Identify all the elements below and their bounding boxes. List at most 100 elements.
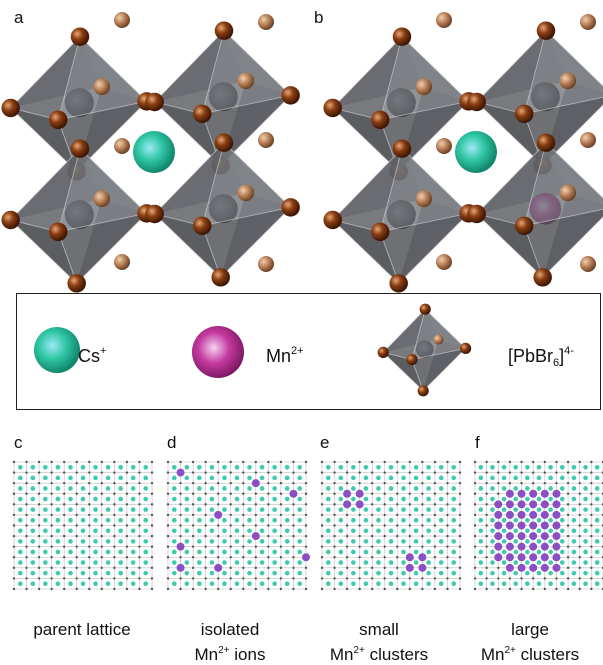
lattice-cs	[93, 475, 98, 481]
br-ion	[48, 222, 68, 242]
lattice-node	[433, 545, 437, 548]
lattice-node	[254, 587, 258, 591]
lattice-cs	[259, 475, 265, 481]
lattice-node	[320, 460, 324, 464]
lattice-node	[358, 556, 361, 559]
lattice-node	[229, 556, 232, 559]
lattice-node	[113, 534, 116, 538]
lattice-node	[292, 534, 295, 538]
lattice-cs	[548, 464, 553, 470]
br-ion	[93, 78, 111, 96]
lattice-cs	[451, 475, 457, 481]
lattice-cs	[388, 539, 394, 544]
lattice-mn	[517, 563, 526, 572]
lattice-node	[345, 460, 349, 464]
lattice-cs	[17, 496, 23, 502]
lattice-cs	[351, 560, 356, 565]
lattice-node	[191, 481, 195, 485]
lattice-node	[590, 545, 593, 548]
lattice-cs	[68, 570, 73, 576]
lattice-node	[485, 577, 488, 580]
caption-e: small Mn2+ clusters	[329, 620, 429, 664]
br-ion	[145, 92, 164, 112]
lattice-cs	[297, 496, 303, 502]
lattice-cs	[413, 570, 419, 576]
lattice-cs	[68, 528, 73, 534]
lattice-node	[292, 503, 295, 506]
caption-c: parent lattice	[33, 620, 131, 639]
lattice-cs	[426, 507, 431, 512]
lattice-cs	[351, 475, 356, 481]
lattice-cs	[284, 549, 290, 555]
lattice-node	[520, 587, 523, 591]
lattice-cs	[284, 570, 290, 576]
lattice-node	[166, 524, 170, 527]
lattice-mn	[540, 532, 549, 541]
lattice-cs	[43, 581, 48, 587]
lattice-cs	[17, 486, 23, 491]
lattice-node	[138, 534, 141, 538]
lattice-cs	[426, 570, 431, 576]
lattice-cs	[338, 549, 344, 555]
lattice-node	[229, 460, 232, 464]
lattice-node	[578, 513, 581, 517]
lattice-cs	[413, 507, 419, 512]
lattice-cs	[536, 528, 542, 534]
lattice-cs	[297, 517, 303, 523]
lattice-node	[166, 566, 170, 570]
lattice-node	[446, 545, 449, 548]
lattice-node	[229, 471, 232, 474]
lattice-node	[566, 460, 570, 464]
br-ion	[377, 346, 389, 358]
lattice-cs	[171, 539, 177, 544]
lattice-cs	[105, 549, 111, 555]
lattice-node	[345, 577, 349, 580]
lattice-node	[12, 587, 16, 591]
lattice-node	[396, 524, 399, 527]
lattice-cs	[171, 475, 177, 481]
lattice-cs	[501, 570, 507, 576]
lattice-cs	[325, 539, 331, 544]
lattice-cs	[247, 475, 252, 481]
lattice-cs	[571, 581, 577, 587]
lattice-cs	[413, 475, 419, 481]
lattice-cs	[338, 570, 344, 576]
lattice-cs	[363, 475, 369, 481]
lattice-node	[50, 587, 53, 591]
lattice-node	[485, 587, 488, 591]
lattice-node	[543, 577, 547, 580]
lattice-cs	[130, 517, 136, 523]
lattice-node	[100, 492, 104, 495]
lattice-node	[485, 471, 488, 474]
lattice-cs	[143, 464, 149, 470]
lattice-mn	[494, 553, 503, 562]
lattice-node	[37, 481, 41, 485]
lattice-node	[370, 556, 374, 559]
lattice-mn	[505, 532, 514, 541]
lattice-cs	[351, 464, 356, 470]
lattice-node	[88, 513, 91, 517]
lattice-cs	[536, 475, 542, 481]
lattice-node	[279, 577, 283, 580]
lattice-node	[458, 577, 462, 580]
lattice-node	[458, 471, 462, 474]
br-ion	[67, 274, 86, 293]
lattice-mn	[494, 532, 503, 541]
lattice-cs	[80, 570, 86, 576]
lattice-cs	[438, 517, 444, 523]
lattice-node	[408, 534, 412, 538]
lattice-cs	[594, 464, 600, 470]
lattice-cs	[30, 475, 36, 481]
lattice-cs	[234, 581, 240, 587]
lattice-node	[358, 524, 361, 527]
lattice-node	[304, 492, 308, 495]
lattice-cs	[490, 507, 495, 512]
lattice-node	[304, 524, 308, 527]
lattice-node	[216, 460, 220, 464]
legend-mn-sphere	[192, 326, 244, 378]
lattice-cs	[30, 464, 36, 470]
lattice-mn	[418, 553, 427, 562]
lattice-mn	[214, 510, 223, 519]
lattice-cs	[197, 528, 202, 534]
lattice-node	[191, 577, 195, 580]
